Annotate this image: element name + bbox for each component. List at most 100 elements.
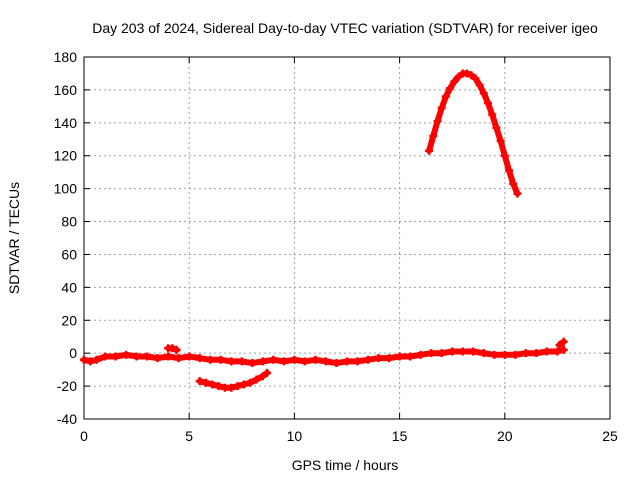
- y-tick-label: 180: [54, 49, 78, 65]
- y-tick-label: 160: [54, 82, 78, 98]
- y-tick-label: 20: [61, 312, 77, 328]
- data-point: [279, 357, 288, 366]
- data-point: [479, 349, 488, 358]
- data-point: [429, 131, 438, 140]
- y-tick-label: 140: [54, 115, 78, 131]
- data-point: [475, 80, 484, 89]
- data-point: [483, 99, 492, 108]
- data-point: [239, 380, 248, 389]
- data-point: [448, 347, 457, 356]
- data-point: [214, 382, 223, 391]
- data-point: [101, 352, 110, 361]
- y-axis-label: SDTVAR / TECUs: [6, 182, 22, 294]
- data-point: [92, 355, 101, 364]
- data-point: [174, 354, 183, 363]
- data-points: [80, 69, 568, 392]
- data-point: [364, 355, 373, 364]
- data-point: [479, 89, 488, 98]
- data-point: [427, 349, 436, 358]
- data-point: [300, 357, 309, 366]
- data-point: [458, 347, 467, 356]
- series-4: [425, 69, 522, 198]
- data-point: [258, 372, 267, 381]
- data-point: [353, 357, 362, 366]
- data-point: [216, 355, 225, 364]
- y-tick-label: -40: [57, 411, 77, 427]
- data-point: [269, 355, 278, 364]
- data-point: [471, 74, 480, 83]
- data-point: [227, 357, 236, 366]
- data-point: [246, 378, 255, 387]
- x-axis: 0 5 10 15 20 25: [80, 57, 618, 444]
- data-point: [248, 359, 257, 368]
- y-tick-label: 120: [54, 148, 78, 164]
- series-trace: [426, 70, 521, 197]
- data-point: [511, 350, 520, 359]
- data-point: [469, 347, 478, 356]
- data-point: [532, 349, 541, 358]
- data-point: [143, 352, 152, 361]
- x-tick-label: 0: [80, 428, 88, 444]
- data-point: [195, 354, 204, 363]
- data-point: [311, 355, 320, 364]
- data-point: [437, 104, 446, 113]
- data-point: [263, 368, 272, 377]
- data-point: [490, 350, 499, 359]
- data-point: [500, 151, 509, 160]
- data-point: [227, 383, 236, 392]
- data-point: [454, 72, 463, 81]
- x-tick-label: 5: [185, 428, 193, 444]
- data-point: [553, 347, 562, 356]
- y-tick-label: 40: [61, 279, 77, 295]
- series-2: [195, 368, 272, 392]
- data-point: [395, 352, 404, 361]
- data-point: [492, 123, 501, 132]
- data-point: [555, 340, 564, 349]
- data-point: [168, 344, 177, 353]
- data-point: [233, 382, 242, 391]
- series-0: [80, 345, 568, 368]
- y-tick-label: 100: [54, 181, 78, 197]
- x-axis-label: GPS time / hours: [292, 457, 399, 473]
- data-point: [505, 166, 514, 175]
- data-point: [441, 92, 450, 101]
- data-point: [80, 355, 88, 364]
- data-point: [290, 355, 299, 364]
- y-tick-label: 0: [69, 345, 77, 361]
- chart-title: Day 203 of 2024, Sidereal Day-to-day VTE…: [92, 20, 598, 36]
- data-point: [437, 349, 446, 358]
- data-point: [406, 352, 415, 361]
- data-point: [446, 84, 455, 93]
- y-tick-label: 60: [61, 246, 77, 262]
- data-point: [433, 117, 442, 126]
- data-point: [425, 146, 434, 155]
- data-point: [496, 136, 505, 145]
- y-tick-label: 80: [61, 214, 77, 230]
- data-point: [208, 380, 217, 389]
- data-point: [164, 352, 173, 361]
- data-point: [195, 377, 204, 386]
- data-point: [521, 349, 530, 358]
- data-point: [122, 350, 131, 359]
- data-point: [416, 350, 425, 359]
- data-point: [237, 357, 246, 366]
- data-point: [86, 357, 95, 366]
- data-point: [172, 345, 181, 354]
- data-point: [513, 189, 522, 198]
- data-point: [202, 378, 211, 387]
- data-point: [321, 357, 330, 366]
- data-point: [450, 77, 459, 86]
- data-point: [111, 352, 120, 361]
- data-point: [385, 354, 394, 363]
- data-point: [132, 352, 141, 361]
- data-point: [500, 350, 509, 359]
- x-tick-label: 25: [602, 428, 618, 444]
- x-tick-label: 10: [287, 428, 303, 444]
- series-3: [555, 337, 568, 349]
- data-point: [542, 347, 551, 356]
- y-axis: -40 -20 0 20 40 60 80 100 120 140 160 180: [54, 49, 610, 427]
- plot-frame: [83, 56, 611, 420]
- data-point: [374, 354, 383, 363]
- series-1: [164, 344, 181, 354]
